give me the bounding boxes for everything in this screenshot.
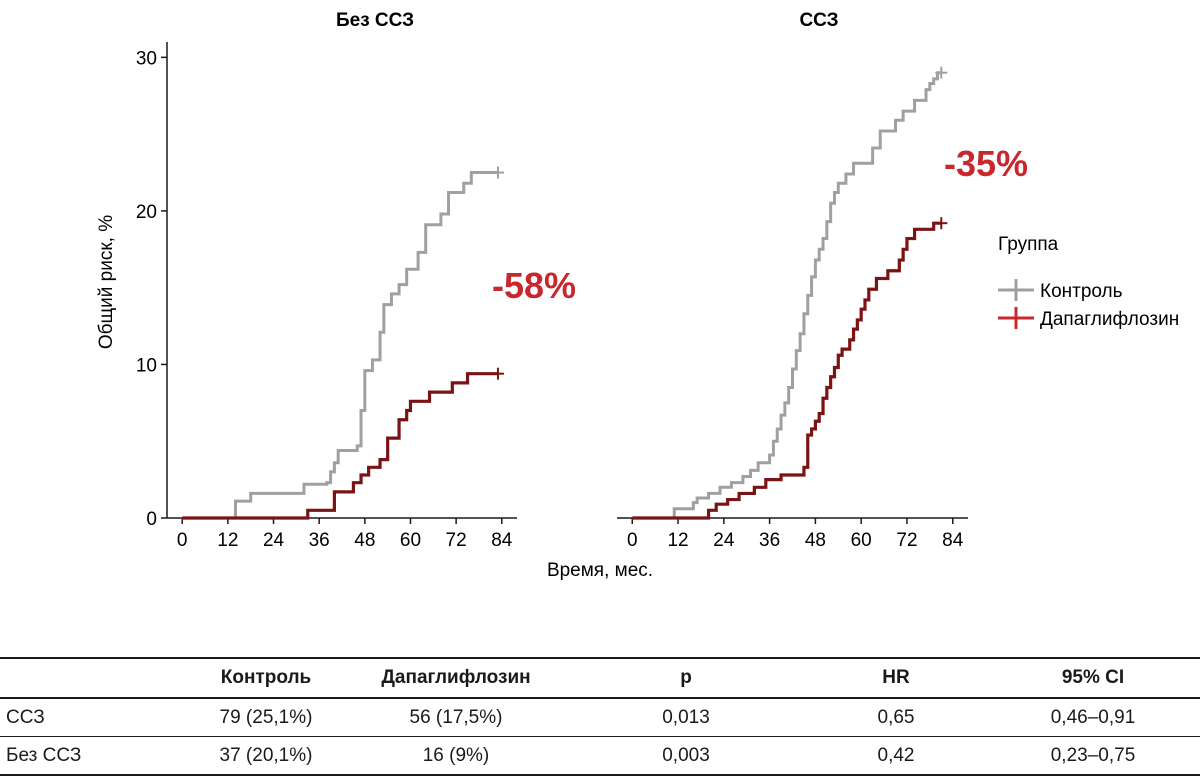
table-row: Без ССЗ 37 (20,1%) 16 (9%) 0,003 0,42 0,…	[0, 736, 1200, 776]
dapagliflozin-curve-panel-1	[632, 221, 942, 520]
table-cell-group: ССЗ	[0, 698, 186, 737]
table-cell-ci: 0,23–0,75	[986, 736, 1200, 776]
reduction-annotation-no-cvd: -58%	[492, 265, 576, 306]
y-axis-title: Общий риск, %	[96, 215, 117, 349]
legend-label-dapagliflozin: Дапаглифлозин	[1040, 309, 1179, 330]
x-tick-label: 84	[491, 530, 513, 551]
table-cell-dapagliflozin: 56 (17,5%)	[346, 698, 566, 737]
x-tick-label: 60	[400, 530, 421, 551]
table-row: ССЗ 79 (25,1%) 56 (17,5%) 0,013 0,65 0,4…	[0, 698, 1200, 737]
table-header-p: p	[566, 657, 806, 699]
table-header-ci: 95% CI	[986, 657, 1200, 699]
dapagliflozin-curve-panel-0	[182, 372, 498, 520]
censor-mark	[491, 166, 504, 179]
legend-title: Группа	[998, 234, 1059, 255]
table-header-hr: HR	[806, 657, 986, 699]
y-tick-label: 10	[136, 355, 157, 376]
table-cell-ci: 0,46–0,91	[986, 698, 1200, 737]
x-tick-label: 48	[354, 530, 375, 551]
x-tick-label: 24	[713, 530, 735, 551]
table-header-empty	[0, 657, 186, 699]
x-tick-label: 24	[263, 530, 285, 551]
table-header-control: Контроль	[186, 657, 346, 699]
legend-label-control: Контроль	[1040, 281, 1123, 302]
kaplan-meier-chart: Без ССЗ ССЗ Общий риск, % Время, мес. -5…	[96, 10, 1179, 581]
plot-panels: 0 12 24 36 48 60 72 84 0 10 20 30 0 12 24 36 48 60 72 84	[136, 42, 968, 551]
table-cell-control: 79 (25,1%)	[186, 698, 346, 737]
panel-1: 0 12 24 36 48 60 72 84	[617, 66, 968, 551]
y-tick-label: 20	[136, 202, 157, 223]
x-tick-label: 72	[446, 530, 467, 551]
x-tick-label: 12	[217, 530, 238, 551]
x-tick-label: 72	[896, 530, 917, 551]
x-tick-label: 48	[805, 530, 826, 551]
censor-mark	[935, 217, 948, 230]
x-axis-title: Время, мес.	[547, 560, 653, 581]
x-tick-label: 60	[851, 530, 872, 551]
table-header-dapagliflozin: Дапаглифлозин	[346, 657, 566, 699]
legend-entry-dapagliflozin: Дапаглифлозин	[998, 307, 1179, 330]
panel-title-no-cvd: Без ССЗ	[336, 10, 414, 31]
table-cell-hr: 0,65	[806, 698, 986, 737]
censor-mark	[491, 367, 504, 380]
table-header-row: Контроль Дапаглифлозин p HR 95% CI	[0, 657, 1200, 699]
control-curve-panel-1	[632, 71, 942, 520]
table-cell-p: 0,013	[566, 698, 806, 737]
panel-0: 0 12 24 36 48 60 72 84 0 10 20 30	[136, 42, 517, 551]
x-tick-label: 84	[942, 530, 964, 551]
y-tick-label: 0	[146, 509, 157, 530]
table-cell-group: Без ССЗ	[0, 736, 186, 776]
reduction-annotation-cvd: -35%	[944, 143, 1028, 184]
x-tick-label: 12	[667, 530, 688, 551]
x-tick-label: 36	[309, 530, 330, 551]
legend: Группа Контроль Дапаглифлозин	[998, 234, 1179, 330]
table-cell-dapagliflozin: 16 (9%)	[346, 736, 566, 776]
table-cell-hr: 0,42	[806, 736, 986, 776]
censor-mark	[935, 66, 948, 79]
x-tick-label: 36	[759, 530, 780, 551]
panel-title-cvd: ССЗ	[799, 10, 838, 31]
y-tick-label: 30	[136, 48, 157, 69]
x-tick-label: 0	[177, 530, 188, 551]
table-cell-control: 37 (20,1%)	[186, 736, 346, 776]
table-cell-p: 0,003	[566, 736, 806, 776]
results-table: Контроль Дапаглифлозин p HR 95% CI ССЗ 7…	[0, 657, 1200, 776]
legend-entry-control: Контроль	[998, 279, 1123, 302]
x-tick-label: 0	[627, 530, 638, 551]
control-curve-panel-0	[182, 171, 498, 520]
